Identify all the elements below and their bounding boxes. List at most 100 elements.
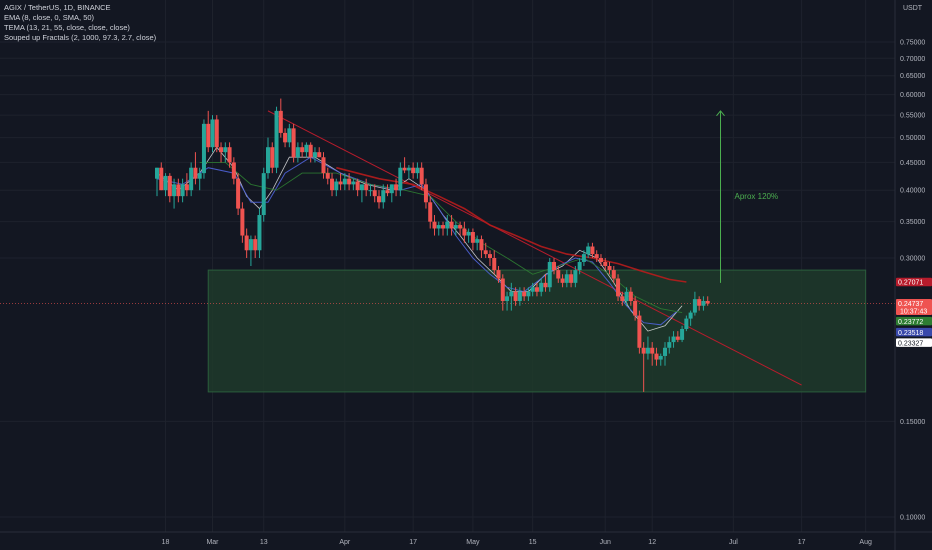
candle-body	[598, 258, 603, 262]
candle-body	[616, 278, 621, 297]
candle-body	[398, 167, 403, 191]
candle-body	[633, 300, 638, 316]
candle-body	[445, 221, 450, 229]
candle-body	[547, 261, 552, 288]
candle-body	[505, 296, 510, 301]
candle-body	[569, 274, 574, 283]
candle-body	[667, 342, 672, 348]
descending-trendline	[267, 110, 802, 386]
price-label-badge	[896, 316, 932, 326]
candle-body	[338, 181, 343, 185]
candle-body	[671, 336, 676, 343]
candle-body	[470, 231, 475, 243]
price-tick-label: 0.50000	[900, 135, 925, 142]
price-label-badge	[896, 338, 932, 347]
candle-body	[389, 184, 394, 194]
candle-body	[628, 291, 633, 301]
candle-body	[645, 347, 650, 354]
time-tick-label: 17	[798, 539, 806, 546]
time-tick-label: Apr	[339, 539, 351, 546]
candle-body	[172, 184, 177, 197]
candle-body	[283, 132, 288, 143]
candle-body	[556, 270, 561, 279]
legend-ema[interactable]: EMA (8, close, 0, SMA, 50)	[4, 13, 95, 22]
candle-body	[577, 261, 582, 271]
candle-body	[492, 258, 497, 271]
price-label-text: 0.23772	[898, 319, 923, 326]
candle-body	[359, 184, 364, 191]
time-tick-label: 13	[260, 539, 268, 546]
candle-body	[462, 228, 467, 236]
countdown-label: 10:37:43	[900, 308, 927, 315]
candle-body	[641, 347, 646, 354]
price-label-text: 0.24737	[898, 301, 923, 308]
candle-body	[176, 184, 181, 197]
legend-tema[interactable]: TEMA (13, 21, 55, close, close, close)	[4, 23, 130, 32]
candle-body	[526, 291, 531, 297]
candle-body	[680, 328, 685, 340]
price-tick-label: 0.40000	[900, 188, 925, 195]
legend-symbol[interactable]: AGIX / TetherUS, 1D, BINANCE	[4, 3, 111, 12]
candle-body	[334, 181, 339, 191]
candle-body	[436, 225, 441, 229]
candle-body	[325, 173, 330, 179]
candle-body	[295, 147, 300, 158]
candle-body	[180, 184, 185, 197]
candle-body	[368, 190, 373, 192]
candle-body	[705, 300, 710, 304]
price-label-badge	[896, 298, 932, 315]
candle-body	[265, 147, 270, 174]
candle-body	[364, 184, 369, 191]
candle-body	[663, 347, 668, 356]
candle-body	[487, 254, 492, 259]
candle-body	[650, 347, 655, 354]
candle-body	[509, 291, 514, 297]
candle-body	[248, 239, 253, 251]
chart-legend: AGIX / TetherUS, 1D, BINANCE EMA (8, clo…	[4, 3, 156, 43]
candle-body	[189, 167, 194, 191]
candle-body	[564, 274, 569, 283]
candle-body	[159, 167, 164, 191]
price-tick-label: 0.30000	[900, 256, 925, 263]
candle-body	[406, 167, 411, 171]
candle-body	[184, 184, 189, 191]
price-tick-label: 0.65000	[900, 73, 925, 80]
time-tick-label: May	[466, 539, 480, 546]
candle-body	[372, 190, 377, 197]
candle-body	[552, 261, 557, 271]
candle-body	[453, 225, 458, 229]
candle-body	[342, 178, 347, 185]
candle-body	[163, 175, 168, 191]
candle-body	[351, 181, 356, 185]
candle-body	[223, 147, 228, 153]
candle-body	[581, 254, 586, 262]
candle-body	[312, 152, 317, 158]
candle-body	[560, 278, 565, 283]
candle-body	[479, 239, 484, 251]
candle-body	[658, 355, 663, 360]
candle-body	[483, 250, 488, 255]
price-label-text: 0.27071	[898, 280, 923, 287]
candle-body	[381, 190, 386, 203]
candle-body	[330, 178, 335, 191]
candle-body	[611, 270, 616, 279]
candle-body	[419, 167, 424, 185]
candle-body	[244, 235, 249, 251]
candle-body	[317, 152, 322, 158]
candle-body	[257, 215, 262, 251]
candle-body	[291, 128, 296, 158]
candle-body	[231, 162, 236, 179]
legend-fractals[interactable]: Souped up Fractals (2, 1000, 97.3, 2.7, …	[4, 33, 157, 42]
candle-body	[675, 336, 680, 340]
time-tick-label: Aug	[859, 539, 872, 546]
candle-body	[697, 299, 702, 306]
candle-body	[219, 147, 224, 153]
candle-body	[240, 208, 245, 236]
candle-body	[236, 178, 241, 209]
candle-body	[449, 221, 454, 229]
currency-label: USDT	[903, 5, 923, 12]
price-label-text: 0.23327	[898, 340, 923, 347]
candle-body	[214, 119, 219, 148]
